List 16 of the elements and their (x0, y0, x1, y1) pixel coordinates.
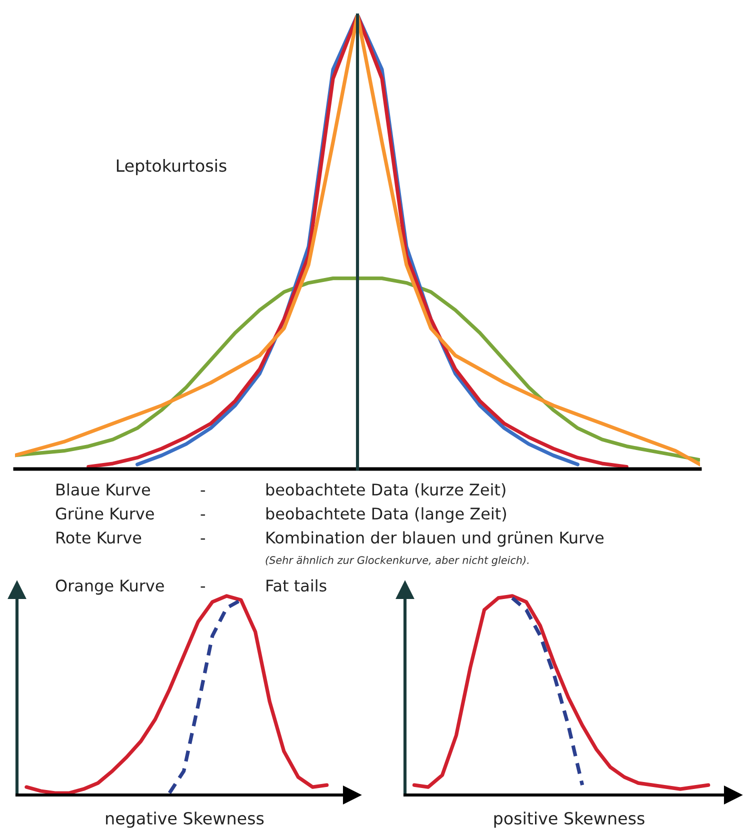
text: - (200, 586, 205, 588)
text: - (200, 514, 205, 516)
x-axis-title: negative Skewness (106, 812, 264, 828)
text: Rote Kurve (56, 532, 142, 544)
annotation: Leptokurtosis (116, 159, 226, 176)
text: Blaue Kurve (56, 483, 150, 496)
text: - (200, 538, 205, 540)
text: Grüne Kurve (56, 507, 154, 520)
text: beobachtete Data (lange Zeit) (266, 507, 506, 523)
x-axis-title: positive Skewness (494, 812, 644, 828)
text: Orange Kurve (56, 580, 164, 595)
text: Fat tails (266, 579, 326, 592)
text: - (200, 490, 205, 492)
text: beobachtete Data (kurze Zeit) (266, 483, 506, 498)
text: (Sehr ähnlich zur Glockenkurve, aber nicht gleich). (266, 556, 529, 566)
text: Kombination der blauen und grünen Kurve (266, 531, 604, 547)
